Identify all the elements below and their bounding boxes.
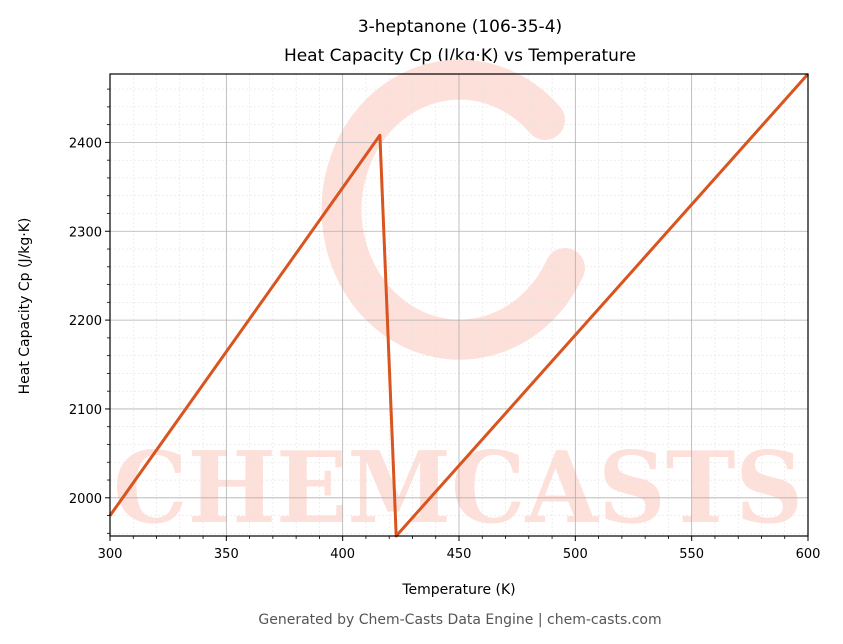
x-tick-label: 450	[447, 547, 472, 562]
y-axis-label: Heat Capacity Cp (J/kg·K)	[17, 218, 33, 395]
x-tick-label: 350	[214, 547, 239, 562]
y-tick-label: 2200	[69, 314, 102, 329]
watermark-text: CHEMCASTS	[113, 431, 803, 546]
x-axis-label: Temperature (K)	[401, 582, 515, 598]
series-line	[108, 73, 810, 538]
y-tick-label: 2100	[69, 403, 102, 418]
x-tick-label: 550	[679, 547, 704, 562]
footer-credit: Generated by Chem-Casts Data Engine | ch…	[258, 612, 661, 628]
chart-title: 3-heptanone (106-35-4)	[358, 17, 562, 37]
y-tick-label: 2000	[69, 492, 102, 507]
x-tick-label: 600	[796, 547, 821, 562]
y-tick-label: 2400	[69, 136, 102, 151]
x-tick-label: 300	[98, 547, 123, 562]
chart-subtitle: Heat Capacity Cp (J/kg·K) vs Temperature	[284, 46, 636, 66]
series-layer	[108, 73, 810, 538]
ticks-layer: 300 350 400 450 500 550 600 2000 2100 2200 2300 240…	[69, 88, 821, 562]
y-tick-label: 2300	[69, 225, 102, 240]
x-tick-label: 400	[330, 547, 355, 562]
x-tick-label: 500	[563, 547, 588, 562]
